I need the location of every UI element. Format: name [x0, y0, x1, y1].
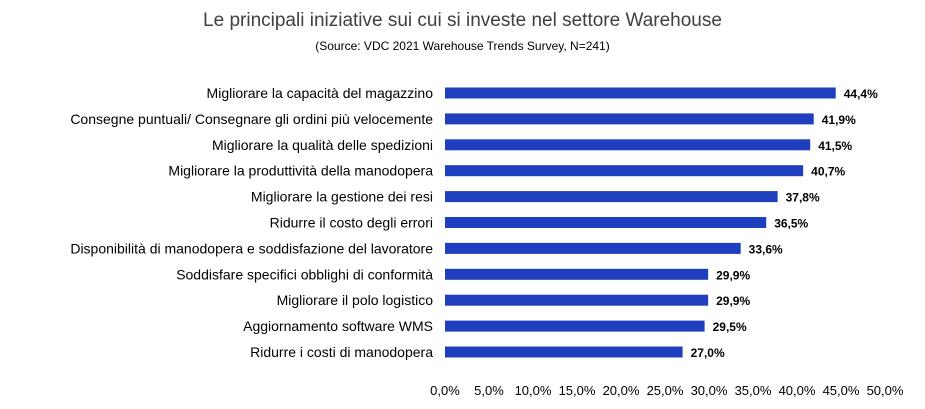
value-label: 29,9%: [716, 268, 750, 282]
value-label: 33,6%: [749, 242, 783, 256]
bar: [445, 268, 709, 280]
x-tick-label: 5,0%: [474, 383, 504, 398]
bar: [445, 217, 767, 228]
value-label: 41,5%: [818, 139, 852, 153]
category-label: Migliorare la capacità del magazzino: [207, 85, 434, 101]
value-label: 36,5%: [774, 217, 808, 231]
category-label: Disponibilità di manodopera e soddisfazi…: [70, 240, 433, 256]
bar: [445, 87, 836, 99]
x-tick-label: 40,0%: [779, 383, 816, 398]
x-tick-label: 10,0%: [515, 383, 552, 398]
bar: [445, 242, 741, 254]
bar: [445, 165, 804, 177]
x-tick-label: 0,0%: [430, 383, 460, 398]
category-label: Ridurre il costo degli errori: [270, 215, 433, 231]
chart-title: Le principali iniziative sui cui si inve…: [203, 10, 722, 31]
value-label: 29,5%: [713, 320, 747, 334]
category-label: Consegne puntuali/ Consegnare gli ordini…: [70, 111, 433, 127]
x-tick-label: 20,0%: [603, 383, 640, 398]
bar: [445, 113, 814, 125]
bar: [445, 139, 811, 151]
x-tick-label: 35,0%: [735, 383, 772, 398]
bar: [445, 320, 705, 332]
x-tick-label: 25,0%: [647, 383, 684, 398]
category-label: Soddisfare specifici obblighi di conform…: [176, 266, 433, 282]
category-label: Migliorare la produttività della manodop…: [168, 163, 433, 179]
bar: [445, 191, 778, 203]
value-label: 40,7%: [811, 165, 845, 179]
value-label: 29,9%: [716, 294, 750, 308]
value-label: 41,9%: [822, 113, 856, 127]
bar: [445, 294, 709, 306]
value-label: 37,8%: [786, 191, 820, 205]
x-tick-label: 15,0%: [559, 383, 596, 398]
value-label: 44,4%: [844, 87, 878, 101]
category-label: Migliorare la gestione dei resi: [251, 189, 433, 205]
bar: [445, 346, 683, 358]
chart-subtitle: (Source: VDC 2021 Warehouse Trends Surve…: [315, 39, 610, 53]
category-label: Migliorare il polo logistico: [277, 292, 434, 308]
x-tick-label: 50,0%: [867, 383, 904, 398]
category-label: Aggiornamento software WMS: [243, 318, 433, 334]
x-tick-label: 30,0%: [691, 383, 728, 398]
category-label: Migliorare la qualità delle spedizioni: [212, 137, 433, 153]
x-tick-label: 45,0%: [823, 383, 860, 398]
category-label: Ridurre i costi di manodopera: [250, 344, 433, 360]
value-label: 27,0%: [691, 346, 725, 360]
